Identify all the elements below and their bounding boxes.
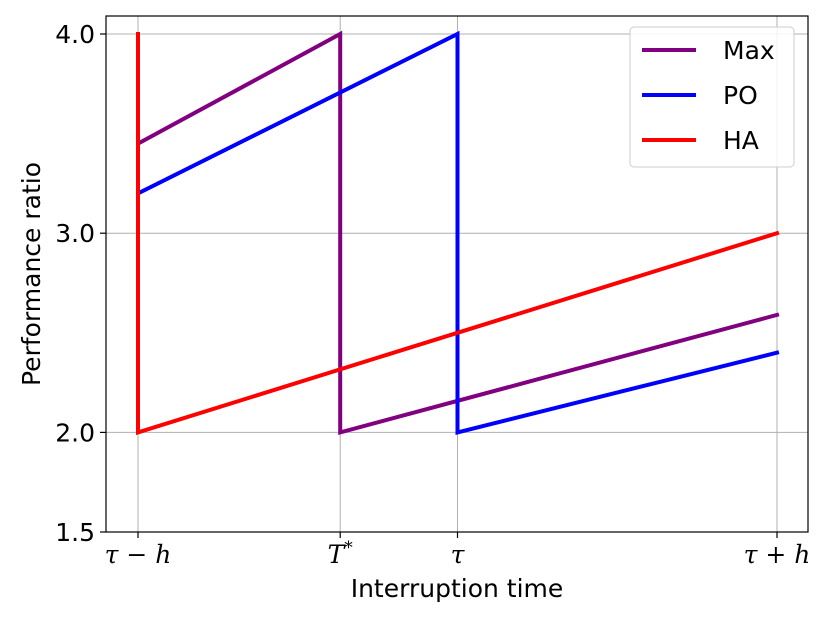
legend: Max PO HA	[629, 26, 795, 168]
y-tick-label: 2.0	[55, 418, 95, 447]
x-tick-label: τ + h	[744, 540, 811, 569]
y-axis-label: Performance ratio	[17, 162, 46, 386]
legend-label-po: PO	[723, 81, 758, 110]
y-tick-label: 1.5	[55, 518, 95, 547]
y-tick-label: 3.0	[55, 219, 95, 248]
x-tick-label: τ	[451, 540, 466, 569]
series-line-ha	[136, 32, 780, 436]
y-tick-label: 4.0	[55, 20, 95, 49]
x-axis-label: Interruption time	[351, 574, 564, 603]
legend-box	[629, 26, 795, 168]
series-layer	[136, 30, 780, 436]
ticks: 1.5 2.0 3.0 4.0 τ − h T* τ τ + h	[55, 20, 810, 569]
x-tick-label: T*	[328, 538, 354, 569]
x-tick-label: τ − h	[105, 540, 172, 569]
legend-label-max: Max	[723, 36, 775, 65]
legend-label-ha: HA	[723, 126, 759, 155]
